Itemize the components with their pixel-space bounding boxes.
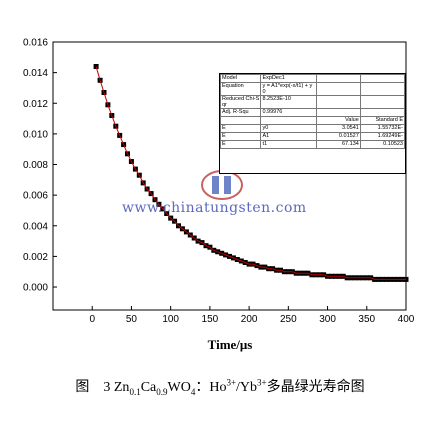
fit-table-cell: Adj. R-Squ xyxy=(219,108,262,117)
fit-table-row: Reduced Chi-Sqr 8.2523E-10 xyxy=(219,95,406,109)
x-tick-label: 150 xyxy=(202,314,219,325)
fit-table-cell: y0 xyxy=(260,124,317,133)
x-tick-label: 200 xyxy=(241,314,258,325)
fit-table-cell: ExpDec1 xyxy=(260,74,317,83)
y-tick-label: 0.006 xyxy=(23,191,48,202)
y-tick-label: 0.012 xyxy=(23,99,48,110)
fit-table-cell xyxy=(359,108,406,117)
fit-table-cell: Reduced Chi-Sqr xyxy=(219,95,262,109)
x-tick-label: 300 xyxy=(319,314,336,325)
y-axis: 0.000 0.002 0.004 0.006 0.008 0.010 0.012 0.014… xyxy=(23,38,57,294)
fit-table-cell: 0.10523 xyxy=(359,140,406,149)
watermark-text: www.chinatungsten.com xyxy=(122,200,307,216)
x-tick-label: 250 xyxy=(280,314,297,325)
fit-table-cell: Value xyxy=(315,116,361,125)
fit-table-row: Adj. R-Squ 0.99976 xyxy=(219,108,406,117)
x-tick-label: 0 xyxy=(89,314,95,325)
fit-table-cell xyxy=(315,108,361,117)
fit-table-cell xyxy=(219,116,262,125)
x-tick-label: 400 xyxy=(398,314,415,325)
fit-table-cell: 8.2523E-10 xyxy=(260,95,317,109)
fit-curve xyxy=(95,66,406,280)
fit-table-cell: 0.01527 xyxy=(315,132,361,141)
y-tick-label: 0.000 xyxy=(23,283,48,294)
figure-caption: 图 3 Zn0.1Ca0.9WO4：Ho3+/Yb3+多晶绿光寿命图 xyxy=(75,377,365,397)
fit-table-cell: 1.55732E- xyxy=(359,124,406,133)
fit-table-cell: y = A1*exp(-x/t1) + y0 xyxy=(260,82,317,96)
fit-table-cell: t1 xyxy=(260,140,317,149)
fit-table-row: E A1 0.01527 1.69249E- xyxy=(219,132,406,141)
fit-table-cell: E xyxy=(219,124,262,133)
y-tick-label: 0.008 xyxy=(23,160,48,171)
fit-table-cell xyxy=(315,82,361,96)
fit-table-cell: Equation xyxy=(219,82,262,96)
fit-table-cell xyxy=(359,95,406,109)
fit-table-cell: E xyxy=(219,140,262,149)
x-axis-title: Time/μs xyxy=(208,337,253,352)
fit-table-cell xyxy=(315,74,361,83)
fit-table-cell: A1 xyxy=(260,132,317,141)
fit-table-cell: Model xyxy=(219,74,262,83)
y-tick-label: 0.004 xyxy=(23,221,48,232)
x-tick-label: 350 xyxy=(358,314,375,325)
fit-results-table: Model ExpDec1 Equation y = A1*exp(-x/t1) + … xyxy=(219,73,406,174)
y-tick-label: 0.014 xyxy=(23,68,48,79)
fit-table-cell: 1.69249E- xyxy=(359,132,406,141)
plot-frame xyxy=(52,41,407,311)
fit-table-cell xyxy=(359,82,406,96)
y-tick-label: 0.010 xyxy=(23,129,48,140)
fit-table-row: Model ExpDec1 xyxy=(219,74,406,83)
fit-table-cell xyxy=(315,95,361,109)
fit-table-row: Equation y = A1*exp(-x/t1) + y0 xyxy=(219,82,406,96)
fit-table-row: Value Standard E xyxy=(219,116,406,125)
fit-table-cell: 67.134 xyxy=(315,140,361,149)
fit-table-cell: 0.99976 xyxy=(260,108,317,117)
fit-table-cell xyxy=(359,74,406,83)
y-tick-label: 0.002 xyxy=(23,252,48,263)
x-tick-label: 50 xyxy=(126,314,138,325)
x-axis: 0 50 100 150 200 250 300 350 400 xyxy=(89,306,415,325)
fit-table-cell: E xyxy=(219,132,262,141)
y-tick-label: 0.016 xyxy=(23,38,48,49)
fit-table-cell: 3.0541 xyxy=(315,124,361,133)
fit-table-cell xyxy=(260,116,317,125)
fit-table-cell: Standard E xyxy=(359,116,406,125)
x-tick-label: 100 xyxy=(162,314,179,325)
